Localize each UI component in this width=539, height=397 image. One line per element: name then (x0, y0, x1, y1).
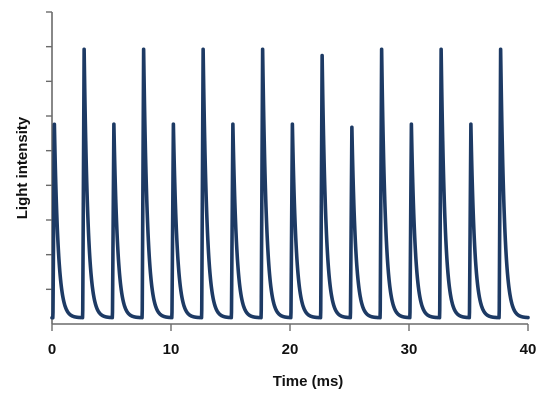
signal-line (50, 47, 530, 320)
y-axis-title: Light intensity (14, 116, 31, 219)
x-tick-label: 20 (282, 341, 299, 358)
tick-labels: 0 10 20 30 40 (48, 341, 537, 358)
x-axis-title: Time (ms) (273, 373, 344, 390)
ticks (46, 11, 529, 331)
x-tick-label: 40 (520, 341, 537, 358)
x-tick-label: 0 (48, 341, 56, 358)
x-tick-label: 30 (401, 341, 418, 358)
x-tick-label: 10 (163, 341, 180, 358)
